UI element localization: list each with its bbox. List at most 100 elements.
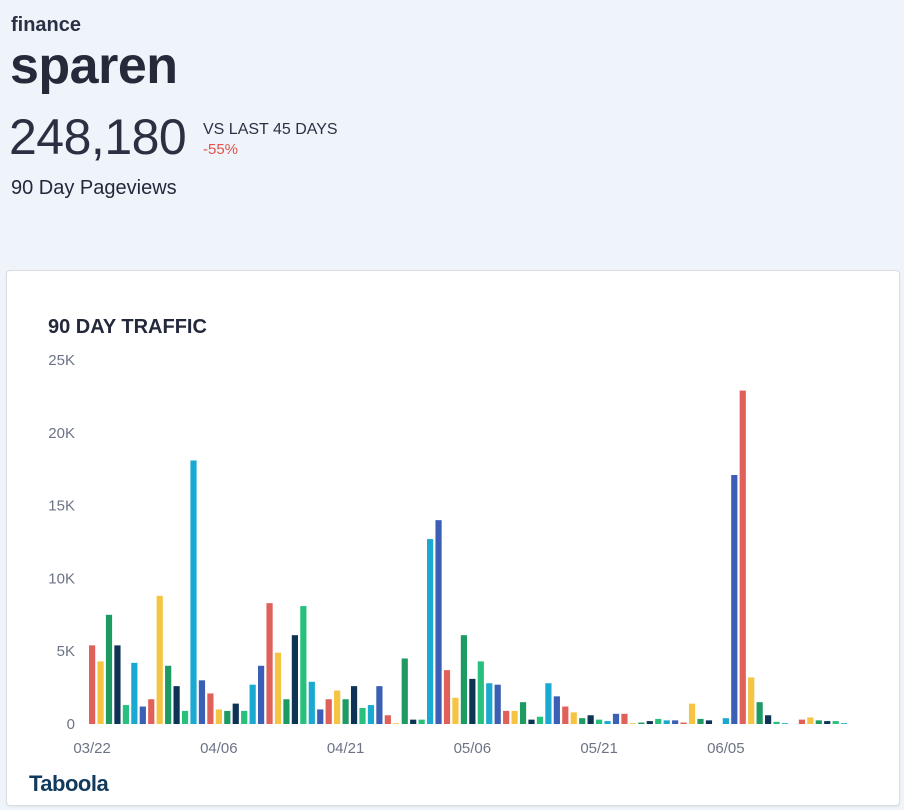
bar[interactable] (224, 710, 231, 724)
bar[interactable] (393, 723, 400, 724)
bar[interactable] (562, 706, 569, 724)
bar[interactable] (207, 693, 214, 724)
bar[interactable] (376, 686, 383, 724)
bar[interactable] (731, 475, 738, 724)
bar[interactable] (807, 717, 814, 724)
traffic-chart: 0 5K 10K 15K 20K 25K 03/22 04/06 04/21 05/06 05/2… (48, 352, 848, 757)
bar[interactable] (587, 715, 594, 724)
bar[interactable] (410, 719, 417, 724)
bar[interactable] (722, 718, 729, 724)
bar[interactable] (325, 699, 332, 724)
bar[interactable] (283, 699, 290, 724)
bar[interactable] (638, 722, 645, 724)
bar[interactable] (258, 665, 265, 724)
bar[interactable] (131, 662, 138, 724)
bars (89, 390, 848, 724)
bar[interactable] (528, 719, 535, 724)
bar[interactable] (748, 677, 755, 724)
bar[interactable] (359, 707, 366, 724)
bar[interactable] (511, 710, 518, 724)
bar[interactable] (832, 721, 839, 724)
bar[interactable] (629, 723, 636, 724)
bar[interactable] (536, 716, 544, 724)
bar[interactable] (477, 661, 484, 724)
bar[interactable] (317, 709, 324, 724)
bar[interactable] (680, 722, 687, 724)
bar[interactable] (435, 520, 442, 724)
bar[interactable] (781, 723, 789, 724)
bar[interactable] (756, 702, 763, 724)
bar[interactable] (401, 658, 408, 724)
bar[interactable] (443, 670, 451, 724)
bar[interactable] (672, 720, 679, 724)
bar[interactable] (342, 699, 349, 724)
bar[interactable] (798, 719, 805, 724)
bar[interactable] (215, 709, 222, 724)
bar[interactable] (739, 390, 746, 724)
bar[interactable] (266, 603, 273, 724)
x-tick-label: 03/22 (73, 740, 111, 757)
bar[interactable] (486, 683, 493, 724)
bar[interactable] (570, 712, 577, 724)
bar[interactable] (427, 539, 434, 724)
bar[interactable] (418, 719, 425, 724)
bar[interactable] (612, 713, 620, 724)
bar[interactable] (334, 690, 341, 724)
bar[interactable] (460, 635, 467, 724)
bar[interactable] (815, 720, 822, 724)
bar[interactable] (621, 713, 628, 724)
bar[interactable] (173, 686, 180, 724)
y-tick-label: 5K (57, 643, 75, 660)
bar[interactable] (232, 703, 239, 724)
bar[interactable] (765, 715, 772, 724)
bar[interactable] (705, 720, 713, 724)
bar[interactable] (773, 721, 780, 724)
bar[interactable] (241, 710, 248, 724)
bar[interactable] (596, 719, 603, 724)
bar[interactable] (663, 720, 670, 724)
bar[interactable] (579, 718, 586, 724)
bar[interactable] (519, 702, 527, 724)
taboola-logo: Taboola (29, 771, 109, 796)
bar[interactable] (688, 703, 696, 724)
bar[interactable] (494, 684, 501, 724)
bar[interactable] (841, 723, 848, 724)
bar[interactable] (165, 665, 172, 724)
bar[interactable] (181, 710, 189, 724)
bar[interactable] (545, 683, 552, 724)
bar[interactable] (190, 460, 197, 724)
bar[interactable] (824, 721, 831, 724)
bar[interactable] (114, 645, 121, 724)
y-tick-label: 10K (48, 570, 75, 587)
bar[interactable] (503, 710, 510, 724)
bar[interactable] (655, 718, 662, 724)
bar[interactable] (97, 661, 104, 724)
y-axis: 0 5K 10K 15K 20K 25K (48, 352, 75, 733)
bar[interactable] (274, 652, 282, 724)
bar[interactable] (122, 705, 129, 724)
bar[interactable] (89, 645, 96, 724)
bar[interactable] (105, 614, 113, 724)
bar[interactable] (469, 678, 476, 724)
y-tick-label: 15K (48, 498, 75, 515)
bar[interactable] (553, 696, 560, 724)
x-tick-label: 04/06 (200, 740, 238, 757)
bar[interactable] (384, 715, 391, 724)
bar[interactable] (300, 606, 307, 724)
bar[interactable] (604, 721, 611, 724)
bar[interactable] (697, 718, 704, 724)
bar[interactable] (367, 705, 375, 724)
bar[interactable] (198, 680, 206, 724)
bar[interactable] (291, 635, 298, 724)
bar[interactable] (308, 681, 315, 724)
bar[interactable] (139, 706, 146, 724)
bar[interactable] (350, 686, 358, 724)
bar[interactable] (156, 595, 163, 724)
bar[interactable] (646, 721, 653, 724)
bar[interactable] (148, 699, 155, 724)
x-tick-label: 04/21 (327, 740, 365, 757)
bar[interactable] (249, 684, 256, 724)
x-tick-label: 05/21 (580, 740, 618, 757)
bar[interactable] (452, 697, 459, 724)
x-tick-label: 06/05 (707, 740, 745, 757)
